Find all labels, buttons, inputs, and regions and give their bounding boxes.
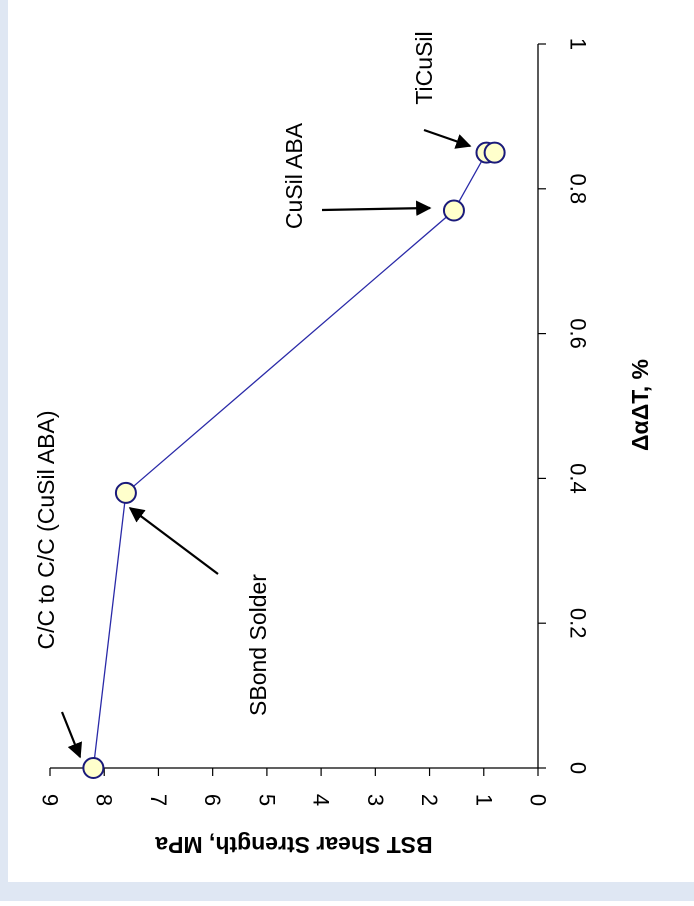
y-axis-title: ΔαΔT, % — [627, 359, 653, 451]
data-point — [442, 199, 465, 222]
axes — [50, 44, 539, 769]
annotation-arrows — [60, 128, 472, 759]
y-tick-label: 1 — [566, 38, 591, 50]
x-tick-label: 8 — [92, 794, 117, 806]
x-tick-label: 2 — [417, 794, 442, 806]
y-tick-label: 0 — [566, 762, 591, 774]
data-series — [82, 141, 506, 779]
x-tick-label: 0 — [526, 794, 551, 806]
annotation-arrow — [128, 507, 219, 575]
tick-labels: 0 1 2 3 4 5 6 7 8 9 0 0.2 0.4 0.6 0.8 1 — [38, 38, 591, 806]
y-tick-label: 0.6 — [566, 318, 591, 349]
data-point — [483, 141, 506, 164]
annotation-label: CuSil ABA — [281, 122, 307, 229]
data-point — [82, 757, 105, 779]
x-tick-label: 9 — [38, 794, 63, 806]
x-tick-label: 4 — [309, 794, 334, 806]
data-point — [114, 481, 137, 504]
annotation-arrow — [60, 711, 83, 759]
y-tick-label: 0.8 — [566, 174, 591, 205]
y-tick-label: 0.2 — [566, 608, 591, 639]
annotation-arrow — [423, 128, 472, 149]
x-tick-label: 6 — [200, 794, 225, 806]
annotation-label: SBond Solder — [245, 574, 271, 716]
bottom-border — [0, 882, 694, 901]
x-tick-label: 7 — [146, 794, 171, 806]
annotation-label: C/C to C/C (CuSil ABA) — [33, 411, 59, 650]
tick-marks — [49, 43, 546, 776]
x-axis-title: BST Shear Strength, MPa — [155, 832, 433, 858]
x-tick-label: 1 — [471, 794, 496, 806]
y-tick-label: 0.4 — [566, 463, 591, 494]
annotation-label: TiCuSil — [411, 31, 437, 104]
left-border — [0, 0, 8, 901]
annotation-arrow — [321, 200, 432, 216]
x-tick-label: 5 — [254, 794, 279, 806]
annotations: C/C to C/C (CuSil ABA) SBond Solder CuSil … — [33, 31, 437, 716]
x-tick-label: 3 — [363, 794, 388, 806]
